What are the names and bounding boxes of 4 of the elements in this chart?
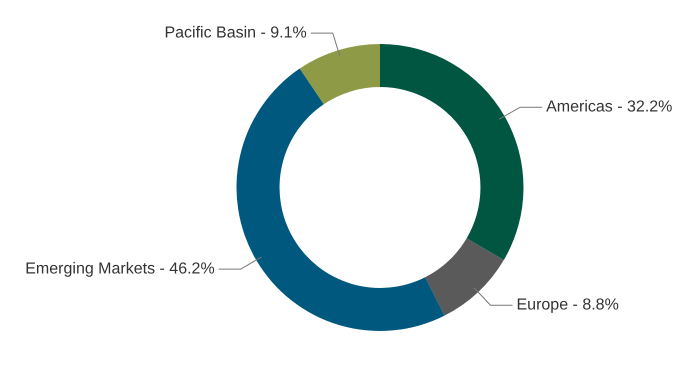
slice-label: Pacific Basin - 9.1%: [164, 24, 307, 42]
slice-label: Europe - 8.8%: [516, 296, 619, 314]
slice-label: Emerging Markets - 46.2%: [25, 260, 215, 278]
slice-label: Americas - 32.2%: [546, 98, 672, 116]
